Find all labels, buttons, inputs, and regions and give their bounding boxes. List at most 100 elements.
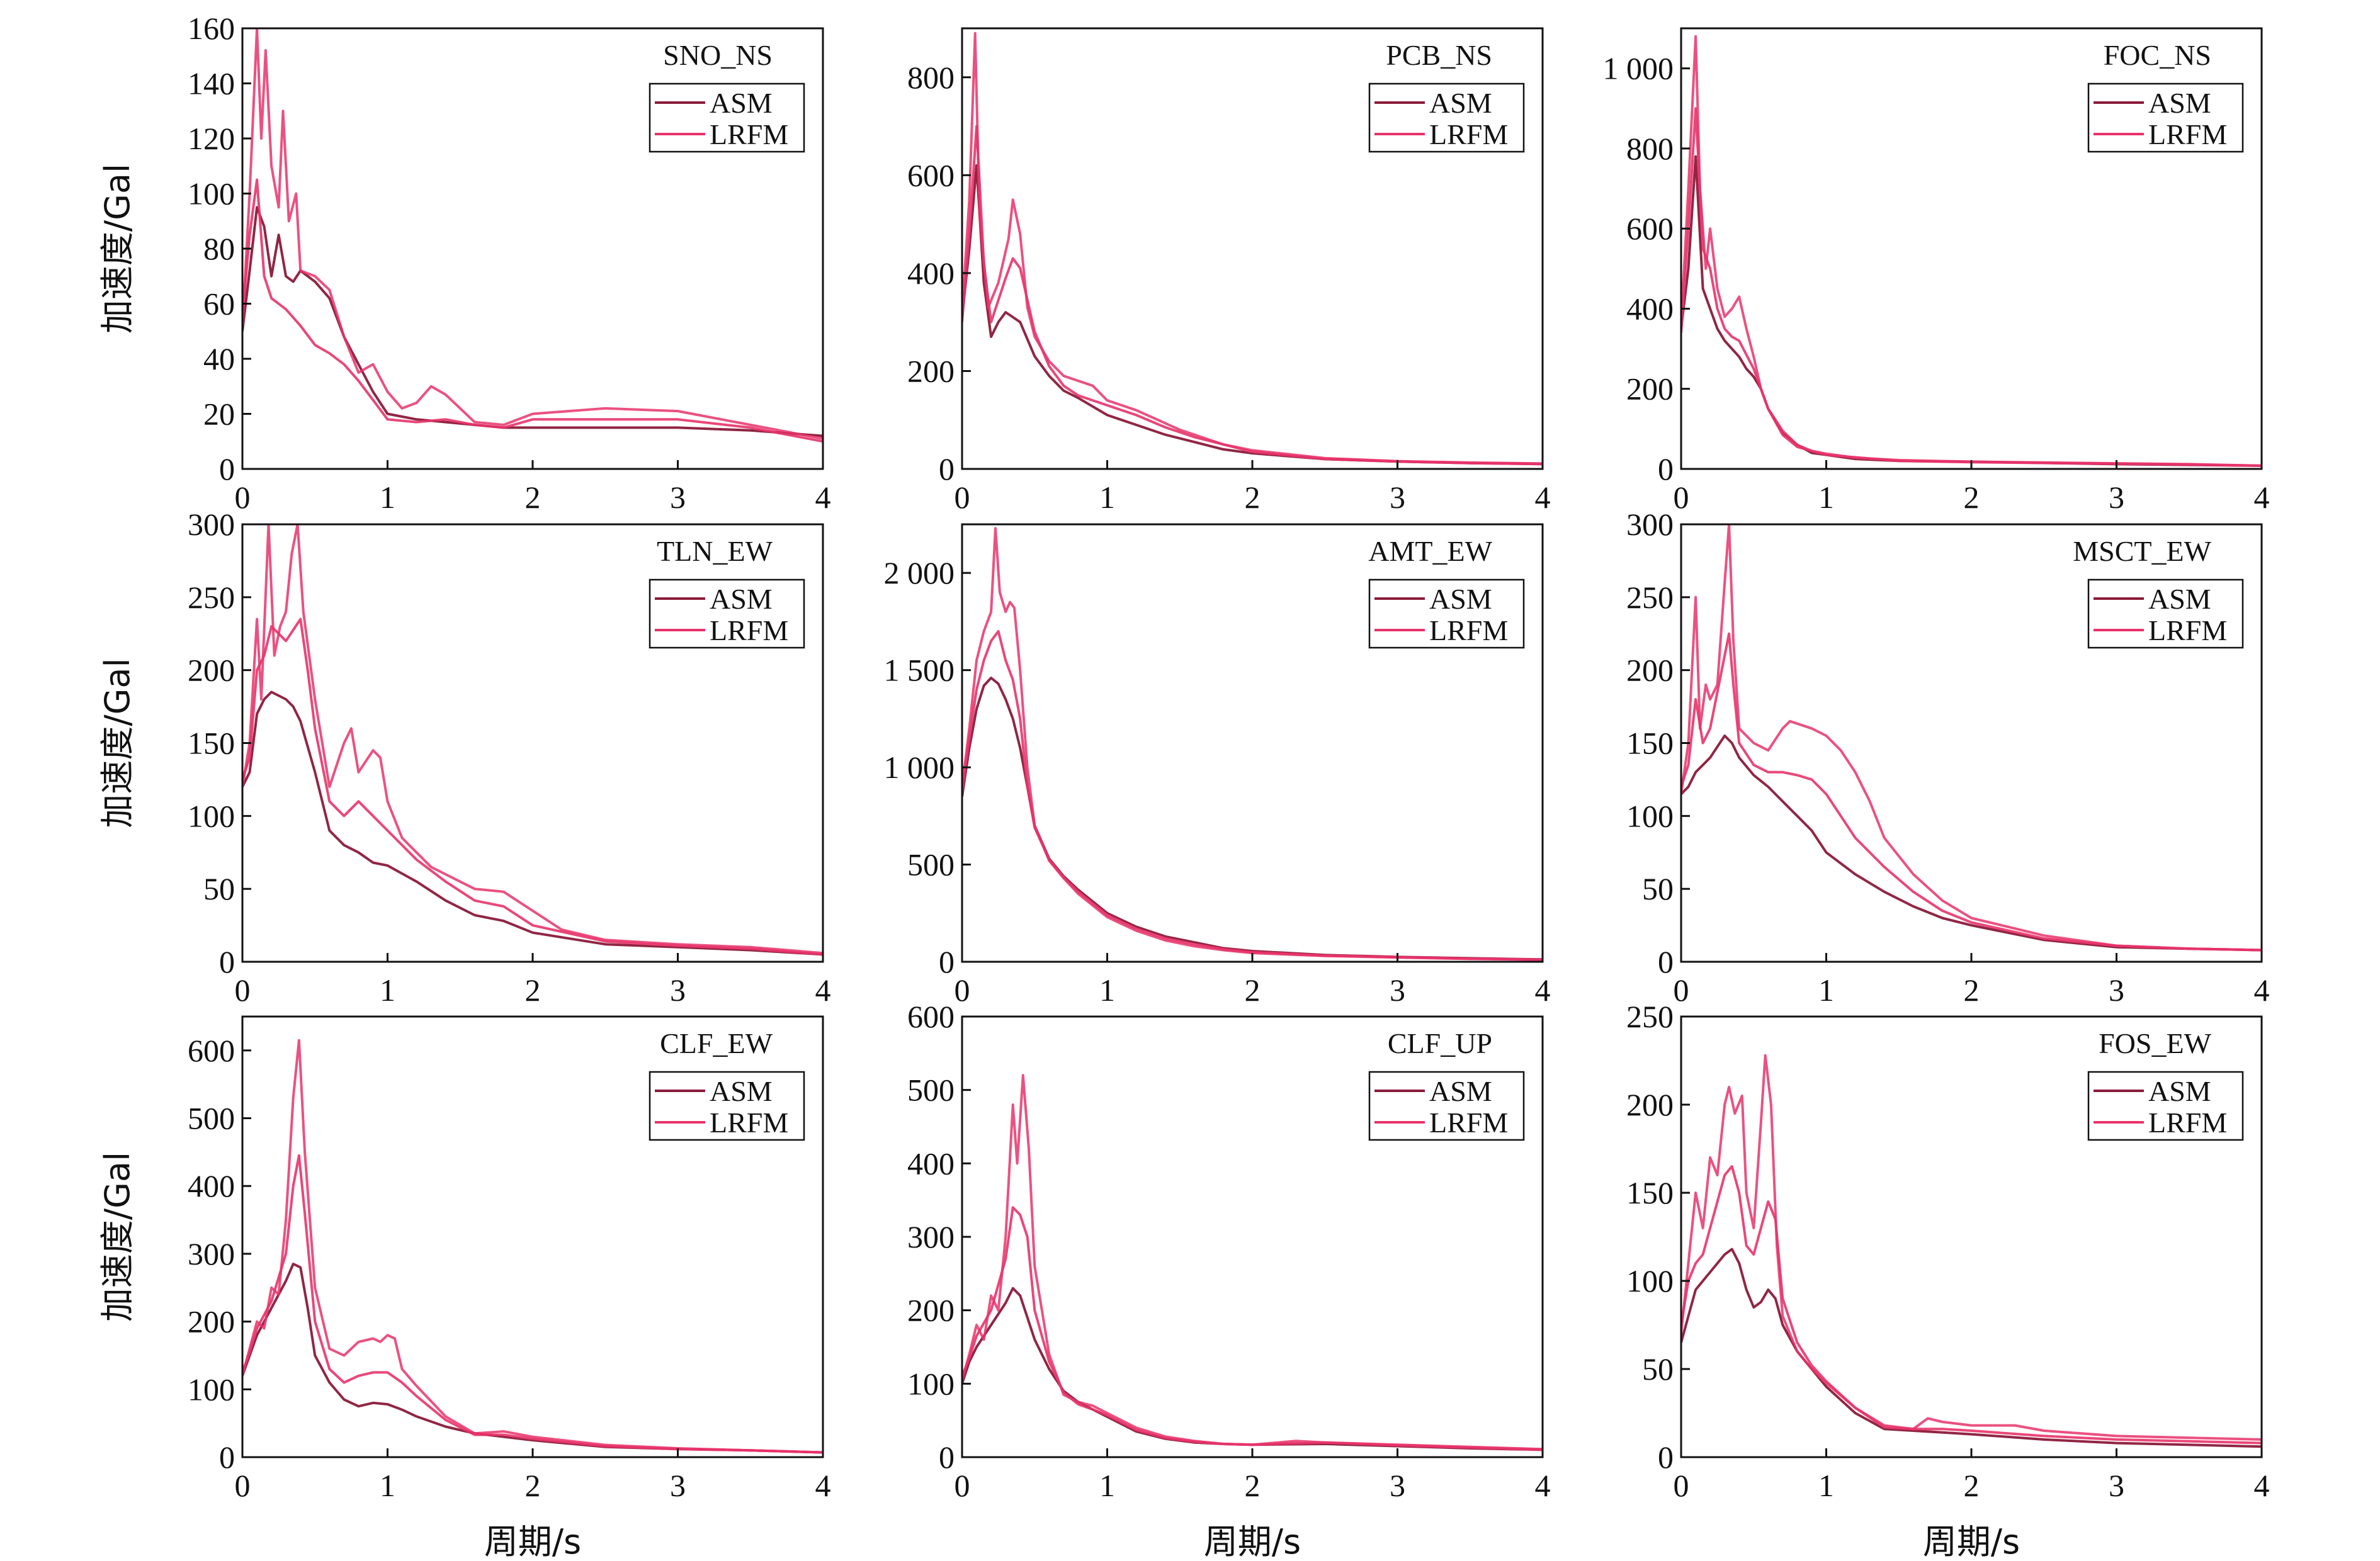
y-tick-label: 500 bbox=[907, 1073, 955, 1108]
x-tick-label: 0 bbox=[1674, 1468, 1689, 1503]
y-tick-label: 200 bbox=[188, 1304, 235, 1339]
x-tick-label: 0 bbox=[955, 972, 970, 1008]
y-tick-label: 0 bbox=[1658, 1440, 1674, 1475]
legend-label-lrfm: LRFM bbox=[2148, 118, 2227, 150]
x-tick-label: 1 bbox=[380, 480, 395, 515]
y-tick-label: 100 bbox=[1626, 798, 1674, 833]
y-tick-label: 150 bbox=[1626, 1175, 1674, 1210]
x-tick-label: 2 bbox=[1245, 972, 1261, 1008]
series-line-lrfm-2 bbox=[242, 524, 823, 955]
series-line-asm-1 bbox=[242, 1263, 823, 1454]
y-tick-label: 80 bbox=[203, 231, 235, 266]
x-axis-label: 周期/s bbox=[484, 1522, 581, 1561]
x-tick-label: 2 bbox=[1964, 1468, 1980, 1503]
x-tick-label: 1 bbox=[1818, 1468, 1834, 1503]
legend-label-asm: ASM bbox=[2148, 1075, 2211, 1107]
x-tick-label: 0 bbox=[235, 1468, 251, 1503]
x-tick-label: 0 bbox=[235, 972, 251, 1008]
x-tick-label: 4 bbox=[1535, 972, 1551, 1008]
x-tick-label: 4 bbox=[1535, 480, 1551, 515]
x-tick-label: 4 bbox=[815, 1468, 831, 1503]
y-tick-label: 100 bbox=[188, 176, 235, 211]
y-tick-label: 100 bbox=[1626, 1263, 1674, 1299]
series-line-lrfm-2 bbox=[1681, 524, 2262, 952]
legend-label-lrfm: LRFM bbox=[2148, 614, 2227, 646]
y-tick-label: 0 bbox=[939, 1440, 955, 1475]
y-tick-label: 400 bbox=[1626, 291, 1674, 326]
y-tick-label: 200 bbox=[1626, 371, 1674, 407]
series-line-lrfm-3 bbox=[1681, 632, 2262, 952]
y-tick-label: 140 bbox=[188, 66, 235, 101]
y-axis-label: 加速度/Gal bbox=[98, 1152, 137, 1322]
x-tick-label: 1 bbox=[380, 972, 395, 1008]
y-tick-label: 600 bbox=[188, 1033, 235, 1068]
legend-box bbox=[1368, 578, 1525, 649]
y-tick-label: 50 bbox=[203, 871, 235, 906]
y-tick-label: 300 bbox=[188, 507, 235, 542]
x-tick-label: 2 bbox=[525, 1468, 541, 1503]
panel-title: SNO_NS bbox=[663, 39, 773, 71]
y-tick-label: 1 000 bbox=[884, 750, 955, 785]
y-tick-label: 600 bbox=[907, 157, 955, 193]
x-tick-label: 4 bbox=[815, 480, 831, 515]
series-line-lrfm-2 bbox=[242, 28, 823, 440]
y-tick-label: 100 bbox=[188, 1372, 235, 1407]
y-tick-label: 60 bbox=[203, 286, 235, 322]
x-tick-label: 3 bbox=[2109, 1468, 2124, 1503]
x-tick-label: 4 bbox=[815, 972, 831, 1008]
y-tick-label: 0 bbox=[219, 944, 235, 979]
y-tick-label: 500 bbox=[188, 1101, 235, 1136]
x-tick-label: 2 bbox=[525, 480, 541, 515]
y-tick-label: 40 bbox=[203, 341, 235, 376]
legend-label-asm: ASM bbox=[2148, 87, 2211, 119]
series-line-asm-1 bbox=[242, 206, 823, 437]
y-tick-label: 50 bbox=[1642, 871, 1674, 906]
y-tick-label: 250 bbox=[1626, 999, 1674, 1034]
x-tick-label: 3 bbox=[670, 480, 686, 515]
y-tick-label: 400 bbox=[907, 256, 955, 291]
y-tick-label: 1 500 bbox=[884, 653, 955, 688]
legend-box bbox=[2087, 578, 2244, 649]
x-tick-label: 0 bbox=[1674, 480, 1689, 515]
series-line-asm-1 bbox=[962, 1287, 1543, 1451]
legend-box bbox=[649, 82, 805, 153]
panel-title: MSCT_EW bbox=[2073, 535, 2211, 567]
series-line-asm-1 bbox=[962, 677, 1543, 961]
panel-title: AMT_EW bbox=[1368, 535, 1492, 567]
y-tick-label: 100 bbox=[907, 1366, 955, 1401]
y-tick-label: 600 bbox=[907, 999, 955, 1034]
series-line-lrfm-3 bbox=[962, 1206, 1543, 1451]
x-tick-label: 3 bbox=[670, 972, 686, 1008]
y-tick-label: 150 bbox=[1626, 726, 1674, 761]
y-tick-label: 400 bbox=[907, 1146, 955, 1181]
legend-label-lrfm: LRFM bbox=[1429, 614, 1508, 646]
series-line-lrfm-3 bbox=[1681, 1165, 2262, 1445]
x-tick-label: 4 bbox=[2254, 480, 2270, 515]
series-line-lrfm-3 bbox=[242, 1154, 823, 1454]
y-tick-label: 200 bbox=[1626, 1087, 1674, 1122]
x-axis-label: 周期/s bbox=[1923, 1522, 2020, 1561]
y-tick-label: 1 000 bbox=[1603, 51, 1674, 86]
y-tick-label: 120 bbox=[188, 121, 235, 156]
legend-box bbox=[2087, 82, 2244, 153]
x-tick-label: 3 bbox=[1390, 1468, 1405, 1503]
x-tick-label: 0 bbox=[235, 480, 251, 515]
y-tick-label: 0 bbox=[939, 944, 955, 979]
series-line-asm-1 bbox=[1681, 734, 2262, 952]
legend-label-lrfm: LRFM bbox=[1429, 1107, 1508, 1139]
series-line-lrfm-3 bbox=[242, 178, 823, 443]
y-tick-label: 20 bbox=[203, 397, 235, 432]
y-axis-label: 加速度/Gal bbox=[98, 658, 137, 828]
y-tick-label: 100 bbox=[188, 798, 235, 833]
panel-title: TLN_EW bbox=[657, 535, 773, 567]
legend-label-asm: ASM bbox=[710, 87, 773, 119]
x-tick-label: 1 bbox=[1818, 972, 1834, 1008]
y-tick-label: 300 bbox=[907, 1219, 955, 1254]
y-tick-label: 500 bbox=[907, 847, 955, 882]
